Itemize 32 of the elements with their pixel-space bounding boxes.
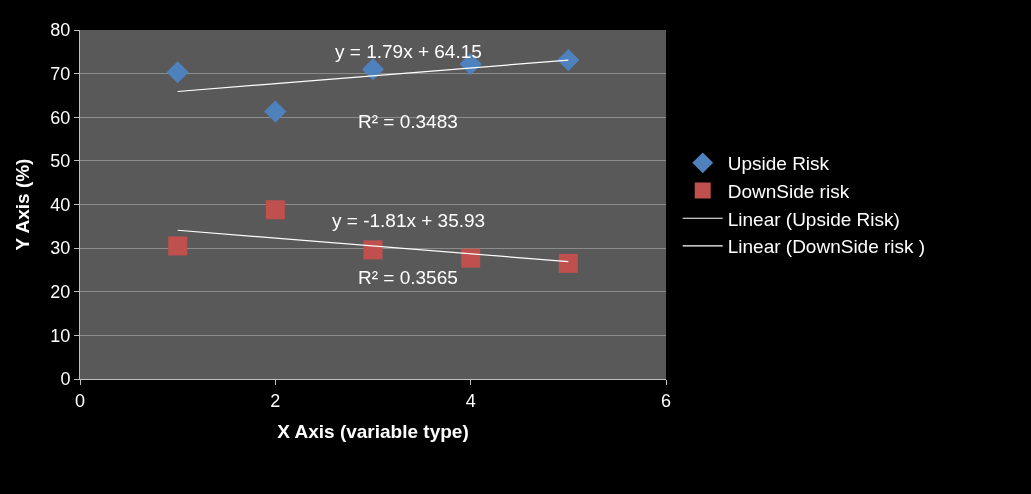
legend-label: DownSide risk	[727, 180, 850, 202]
x-tick-label: 4	[465, 390, 476, 411]
x-tick-label: 6	[660, 390, 672, 411]
point	[557, 49, 580, 72]
point	[264, 100, 287, 123]
y-tick-label: 40	[50, 194, 71, 215]
y-tick-label: 0	[60, 369, 71, 390]
y-tick-label: 10	[50, 325, 71, 346]
x-tick-label: 2	[270, 390, 281, 411]
y-tick-label: 70	[50, 63, 71, 84]
y-tick-label: 30	[50, 238, 71, 259]
point	[361, 58, 385, 81]
y-tick-label: 80	[50, 20, 71, 41]
point	[265, 200, 285, 220]
annotation: R² = 0.3565	[358, 267, 458, 288]
y-axis-title: Y Axis (%)	[12, 158, 34, 251]
point	[363, 240, 383, 260]
y-tick-label: 60	[50, 107, 71, 128]
x-tick-label: 0	[74, 390, 86, 411]
point	[166, 61, 189, 84]
annotation: y = -1.81x + 35.93	[332, 210, 486, 231]
point	[461, 248, 481, 268]
legend-label: Linear (Upside Risk)	[727, 208, 900, 230]
annotation: y = 1.79x + 64.15	[335, 41, 482, 62]
y-tick-label: 20	[50, 282, 71, 303]
legend-label: Linear (DownSide risk )	[727, 236, 926, 258]
legend-label: Upside Risk	[727, 153, 830, 175]
point	[168, 236, 188, 256]
point	[558, 253, 578, 273]
y-tick-label: 50	[50, 151, 71, 172]
annotation: R² = 0.3483	[358, 111, 458, 132]
x-axis-title: X Axis (variable type)	[277, 421, 469, 443]
